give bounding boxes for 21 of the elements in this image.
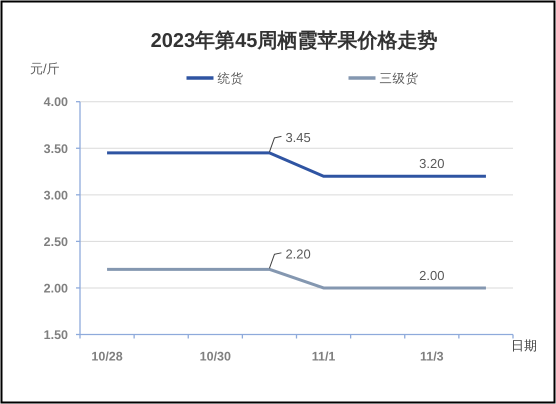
ylabel: 元/斤	[30, 61, 60, 76]
data-label: 2.00	[419, 268, 444, 283]
y-tick-label: 2.50	[44, 234, 68, 249]
legend-label: 统货	[218, 72, 244, 86]
data-label: 2.20	[285, 246, 311, 262]
x-tick-label: 10/30	[200, 350, 231, 364]
y-tick-label: 4.00	[44, 95, 68, 110]
y-tick-label: 2.00	[44, 281, 68, 296]
x-tick-label: 10/28	[91, 350, 123, 364]
y-tick-label: 1.50	[44, 328, 68, 342]
x-tick-label: 11/1	[312, 350, 336, 364]
data-label: 3.45	[285, 130, 311, 145]
y-tick-label: 3.00	[44, 188, 68, 202]
x-tick-label: 11/3	[420, 350, 444, 364]
legend-item: 统货	[186, 72, 244, 86]
legend-label: 三级货	[380, 72, 418, 86]
legend-item: 三级货	[348, 72, 418, 86]
y-tick-label: 3.50	[44, 142, 68, 156]
xlabel: 日期	[511, 338, 537, 353]
data-label: 3.20	[419, 156, 444, 172]
title: 2023年第45周栖霞苹果价格走势	[150, 30, 438, 52]
